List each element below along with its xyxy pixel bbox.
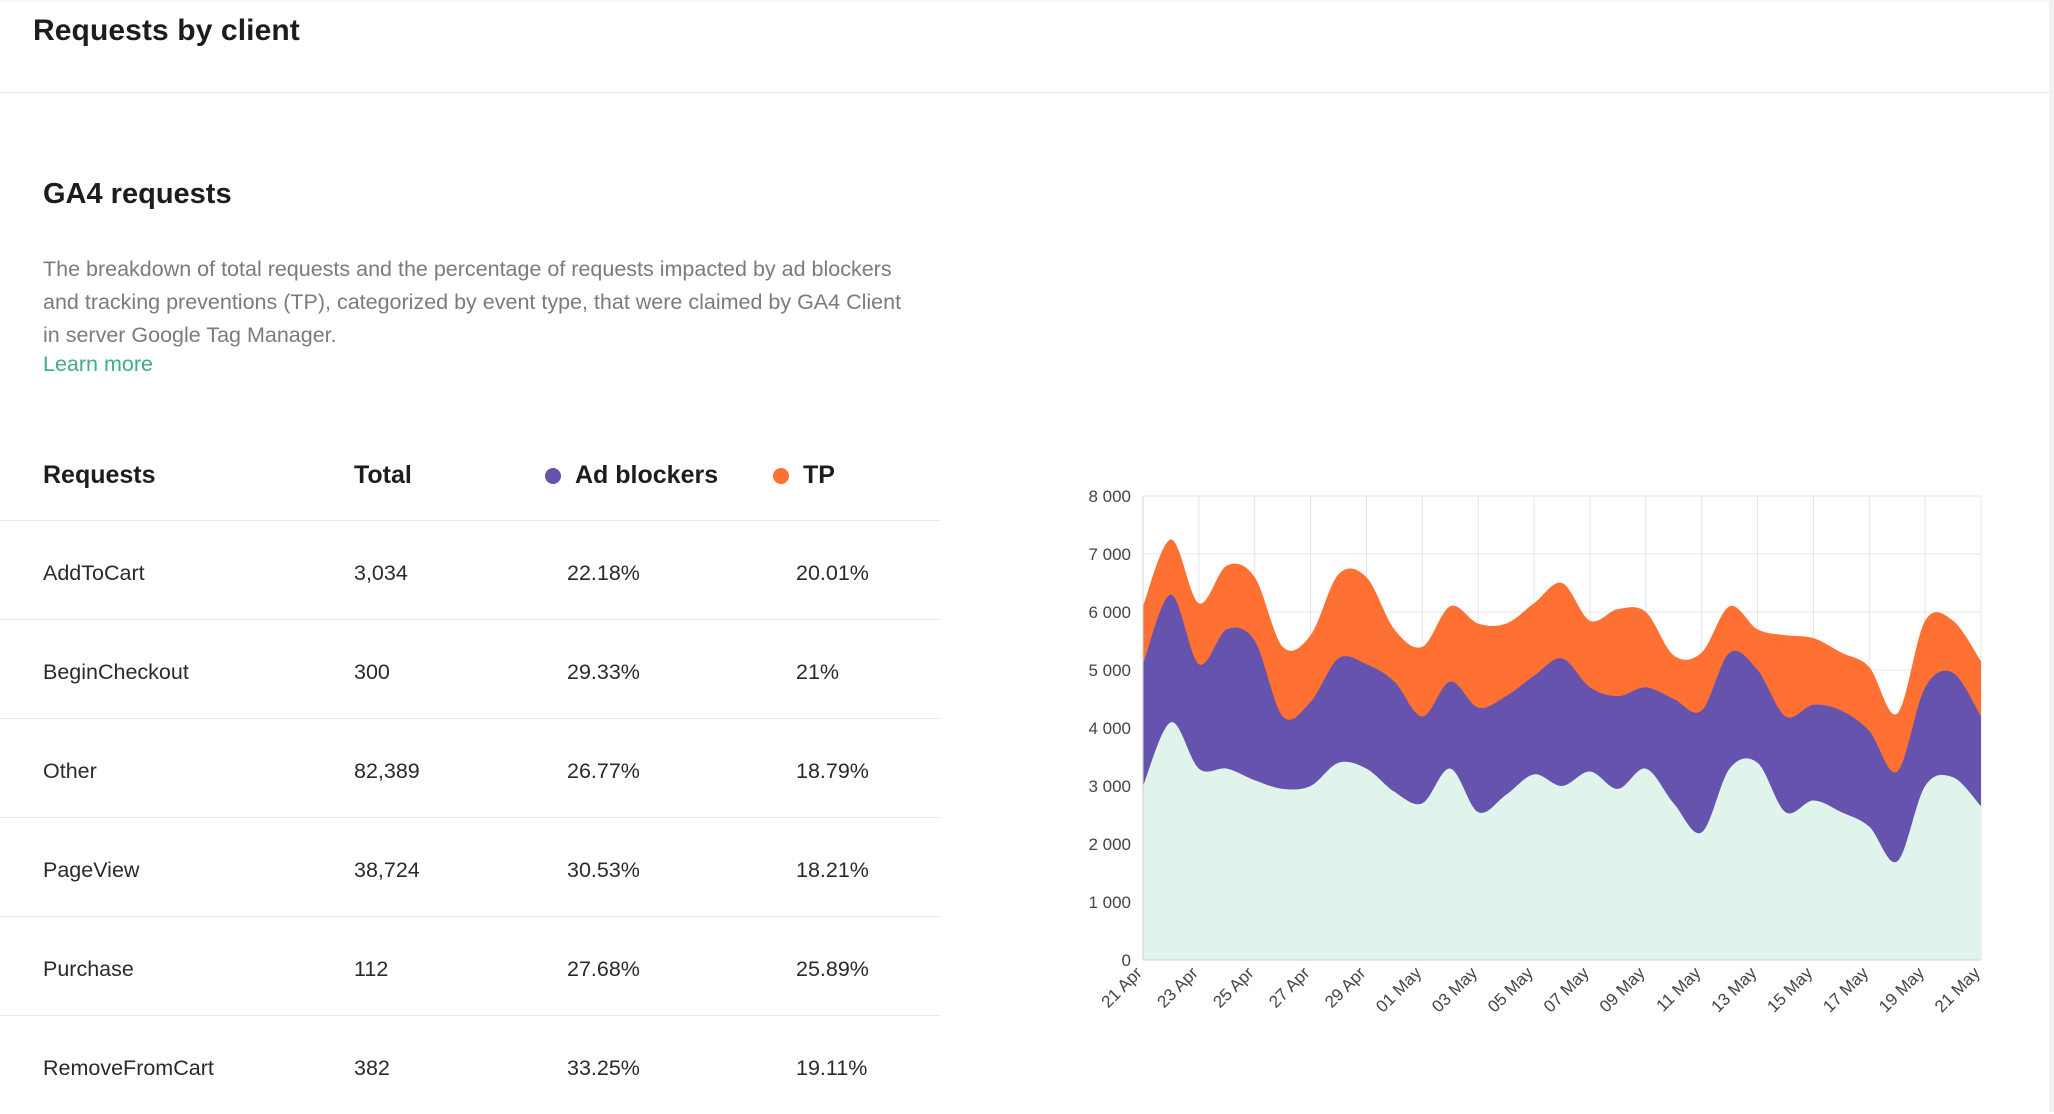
cell-tp: 20.01% [796,561,869,585]
x-tick-label: 21 Apr [1098,963,1146,1011]
y-tick-label: 4 000 [1088,719,1131,738]
table-row[interactable]: Purchase 112 27.68% 25.89% [0,917,940,1016]
cell-tp: 18.21% [796,858,869,882]
x-tick-label: 29 Apr [1321,963,1369,1011]
cell-ad-blockers: 27.68% [567,957,640,981]
cell-total: 300 [354,660,390,684]
cell-total: 382 [354,1056,390,1080]
y-tick-label: 0 [1122,951,1131,970]
x-tick-label: 03 May [1428,963,1481,1016]
y-tick-label: 6 000 [1088,603,1131,622]
cell-request: RemoveFromCart [43,1056,214,1080]
cell-total: 112 [354,957,389,981]
x-tick-label: 25 Apr [1209,963,1257,1011]
column-header-requests[interactable]: Requests [43,461,156,489]
x-tick-label: 17 May [1819,963,1872,1016]
cell-total: 38,724 [354,858,420,882]
requests-table: Requests Total Ad blockers TP AddToCart … [0,448,940,1114]
base-area[interactable] [1143,722,1981,960]
ad-blockers-legend-dot [545,467,561,484]
page-title: Requests by client [33,14,300,47]
cell-tp: 21% [796,660,840,684]
page-header: Requests by client [0,0,2054,93]
table-row[interactable]: BeginCheckout 300 29.33% 21% [0,620,940,719]
x-tick-label: 07 May [1540,963,1593,1016]
y-tick-label: 1 000 [1088,893,1131,912]
cell-tp: 19.11% [796,1056,868,1080]
x-tick-label: 27 Apr [1265,963,1313,1011]
table-row[interactable]: PageView 38,724 30.53% 18.21% [0,818,940,917]
learn-more-link[interactable]: Learn more [43,352,153,376]
section-description: The breakdown of total requests and the … [43,257,902,347]
table-row[interactable]: RemoveFromCart 382 33.25% 19.11% [0,1016,940,1114]
column-header-total[interactable]: Total [354,461,412,489]
cell-total: 82,389 [354,759,420,783]
cell-ad-blockers: 33.25% [567,1056,640,1080]
table-row[interactable]: AddToCart 3,034 22.18% 20.01% [0,521,940,620]
x-tick-label: 01 May [1372,963,1425,1016]
y-tick-label: 3 000 [1088,777,1131,796]
tp-label: TP [803,461,835,489]
x-tick-label: 15 May [1763,963,1816,1016]
x-tick-label: 21 May [1931,963,1984,1016]
y-tick-label: 2 000 [1088,835,1131,854]
section-title: GA4 requests [43,178,232,210]
cell-request: Other [43,759,97,783]
cell-request: AddToCart [43,561,145,585]
requests-area-chart[interactable]: 0 1 000 2 000 3 000 4 000 5 000 6 000 7 000 8 00… [1060,470,2010,1070]
cell-request: Purchase [43,957,134,981]
x-tick-label: 05 May [1484,963,1537,1016]
x-tick-label: 09 May [1596,963,1649,1016]
ad-blockers-label: Ad blockers [575,461,719,489]
tp-legend-dot [773,467,789,484]
cell-ad-blockers: 29.33% [567,660,640,684]
cell-tp: 25.89% [796,957,869,981]
table-row[interactable]: Other 82,389 26.77% 18.79% [0,719,940,818]
cell-ad-blockers: 26.77% [567,759,640,783]
column-header-ad-blockers[interactable]: Ad blockers [545,461,718,490]
scrollbar-track[interactable] [2049,0,2054,1112]
cell-total: 3,034 [354,561,408,585]
cell-ad-blockers: 22.18% [567,561,640,585]
x-tick-label: 11 May [1653,963,1705,1015]
y-tick-label: 8 000 [1088,487,1131,506]
y-tick-label: 7 000 [1088,545,1131,564]
cell-tp: 18.79% [796,759,869,783]
y-tick-label: 5 000 [1088,661,1131,680]
x-tick-label: 23 Apr [1154,963,1202,1011]
table-header: Requests Total Ad blockers TP [0,448,940,521]
cell-ad-blockers: 30.53% [567,858,640,882]
x-tick-label: 19 May [1875,963,1928,1016]
column-header-tp[interactable]: TP [773,461,835,490]
x-tick-label: 13 May [1708,963,1761,1016]
cell-request: PageView [43,858,140,882]
cell-request: BeginCheckout [43,660,189,684]
